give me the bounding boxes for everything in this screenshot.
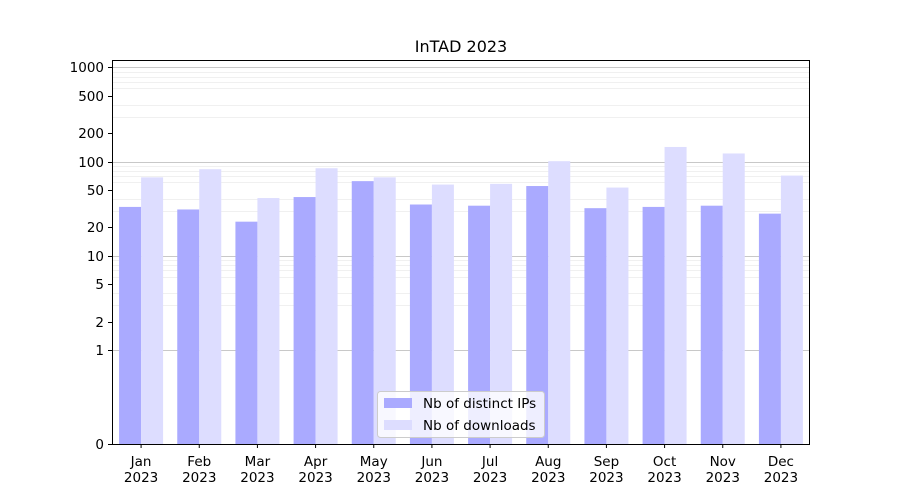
bar-downloads bbox=[490, 183, 513, 444]
x-tick-label: Jul 2023 bbox=[473, 454, 507, 486]
bar-downloads bbox=[315, 168, 338, 444]
bar-distinct-ips bbox=[409, 204, 432, 444]
bar-downloads bbox=[606, 187, 629, 445]
bar-downloads bbox=[199, 169, 222, 444]
y-tick-label: 2 bbox=[95, 315, 104, 331]
bar-distinct-ips bbox=[700, 205, 723, 444]
bar-downloads bbox=[780, 175, 803, 444]
y-tick-label: 10 bbox=[87, 249, 104, 265]
bar-downloads bbox=[548, 161, 571, 444]
y-tick-label: 5 bbox=[95, 277, 104, 293]
bar-distinct-ips bbox=[526, 186, 549, 444]
x-tick-label: Nov 2023 bbox=[706, 454, 740, 486]
y-tick-label: 200 bbox=[78, 126, 104, 142]
x-tick-label: Sep 2023 bbox=[589, 454, 623, 486]
bar-downloads bbox=[373, 177, 396, 444]
bars bbox=[119, 146, 803, 445]
bar-distinct-ips bbox=[468, 205, 491, 444]
bar-distinct-ips bbox=[177, 209, 200, 444]
bar-distinct-ips bbox=[584, 208, 607, 444]
x-tick-label: Jun 2023 bbox=[415, 454, 449, 486]
legend-label-downloads: Nb of downloads bbox=[423, 418, 536, 434]
bar-distinct-ips bbox=[235, 221, 258, 444]
y-tick-label: 1 bbox=[95, 343, 104, 359]
bar-distinct-ips bbox=[351, 181, 374, 444]
x-tick-label: Oct 2023 bbox=[647, 454, 681, 486]
y-tick-label: 500 bbox=[78, 89, 104, 105]
y-axis: 0 1 2 5 10 20 50 100 200 500 1000 bbox=[70, 60, 112, 453]
bar-downloads bbox=[431, 184, 454, 445]
legend: Nb of distinct IPs Nb of downloads bbox=[377, 391, 545, 438]
x-tick-label: Feb 2023 bbox=[182, 454, 216, 486]
bar-distinct-ips bbox=[119, 206, 142, 444]
y-tick-label: 0 bbox=[95, 437, 104, 453]
legend-box bbox=[377, 391, 545, 438]
bar-distinct-ips bbox=[293, 197, 316, 444]
bar-distinct-ips bbox=[758, 213, 781, 444]
y-tick-label: 20 bbox=[87, 220, 104, 236]
x-tick-label: Mar 2023 bbox=[240, 454, 274, 486]
grid-lines bbox=[112, 67, 810, 351]
bar-downloads bbox=[257, 198, 280, 444]
bar-downloads bbox=[664, 146, 687, 444]
x-tick-label: Apr 2023 bbox=[298, 454, 332, 486]
x-tick-label: May 2023 bbox=[357, 454, 391, 486]
chart-title: InTAD 2023 bbox=[415, 37, 507, 56]
x-tick-label: Aug 2023 bbox=[531, 454, 565, 486]
bar-distinct-ips bbox=[642, 206, 665, 444]
bar-downloads bbox=[141, 177, 164, 444]
plot-frame bbox=[112, 60, 810, 445]
bar-downloads bbox=[722, 153, 745, 445]
y-tick-label: 100 bbox=[78, 155, 104, 171]
y-tick-label: 1000 bbox=[70, 60, 104, 76]
legend-swatch-distinct-ips bbox=[384, 398, 412, 408]
x-tick-label: Dec 2023 bbox=[764, 454, 798, 486]
legend-label-distinct-ips: Nb of distinct IPs bbox=[423, 396, 536, 412]
y-tick-label: 50 bbox=[87, 183, 104, 199]
x-tick-label: Jan 2023 bbox=[124, 454, 158, 486]
x-axis: Jan 2023 Feb 2023 Mar 2023 Apr 2023 May 2023 Jun 20… bbox=[124, 444, 798, 486]
legend-swatch-downloads bbox=[384, 420, 412, 430]
